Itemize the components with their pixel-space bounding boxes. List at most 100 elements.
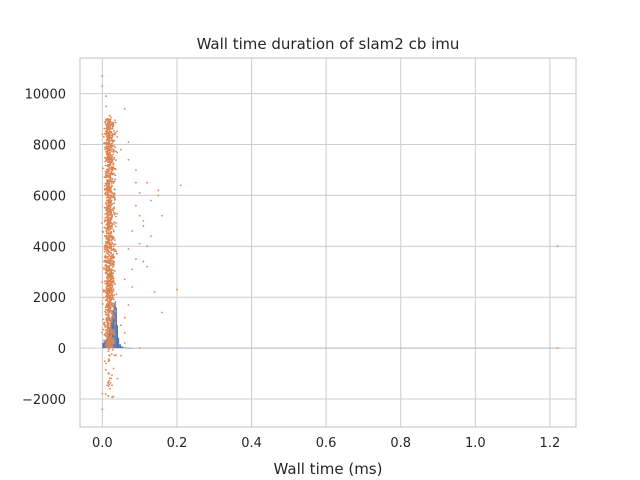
scatter-point xyxy=(114,243,117,246)
scatter-point xyxy=(104,174,107,176)
scatter-point xyxy=(110,139,113,142)
scatter-point xyxy=(111,214,114,217)
scatter-point xyxy=(107,314,110,317)
scatter-point xyxy=(176,288,178,291)
scatter-point xyxy=(105,188,108,191)
scatter-point xyxy=(107,385,110,388)
scatter-point xyxy=(105,184,108,186)
scatter-point xyxy=(110,216,113,218)
scatter-point xyxy=(109,324,112,327)
scatter-point xyxy=(113,202,116,205)
scatter-point xyxy=(114,178,116,181)
scatter-point xyxy=(105,313,107,316)
scatter-point xyxy=(101,74,104,77)
scatter-point xyxy=(112,395,115,398)
scatter-point xyxy=(108,243,111,246)
scatter-point xyxy=(108,207,111,210)
scatter-point xyxy=(109,120,111,123)
histogram-bar xyxy=(121,346,124,349)
histogram-bar xyxy=(118,337,120,349)
scatter-point xyxy=(107,305,110,308)
scatter-point xyxy=(107,321,110,324)
scatter-point xyxy=(104,120,107,123)
scatter-point xyxy=(103,323,106,326)
scatter-point xyxy=(131,268,134,271)
x-tick-labels: 0.0 0.2 0.4 0.6 0.8 1.0 1.2 xyxy=(92,436,560,451)
y-tick-label: 4000 xyxy=(33,240,66,255)
scatter-point xyxy=(103,127,106,130)
scatter-point xyxy=(104,326,107,328)
scatter-point xyxy=(142,219,145,222)
scatter-point xyxy=(107,341,110,344)
scatter-point xyxy=(104,170,107,173)
scatter-point xyxy=(106,287,109,290)
scatter-point xyxy=(103,187,106,190)
scatter-point xyxy=(113,206,116,209)
scatter-point xyxy=(107,294,110,296)
scatter-point xyxy=(101,393,104,395)
scatter-point xyxy=(107,164,110,167)
scatter-point xyxy=(102,318,105,321)
scatter-point xyxy=(113,221,115,223)
scatter-point xyxy=(107,201,110,204)
scatter-point xyxy=(108,255,110,258)
scatter-point xyxy=(113,237,116,240)
scatter-point xyxy=(109,153,112,156)
scatter-point xyxy=(108,128,111,131)
scatter-point xyxy=(110,248,113,250)
scatter-point xyxy=(103,246,106,249)
scatter-point xyxy=(138,242,141,245)
scatter-point xyxy=(106,149,108,152)
scatter-point xyxy=(103,339,105,342)
scatter-point xyxy=(104,291,107,294)
x-tick-label: 0.8 xyxy=(390,436,411,451)
scatter-point xyxy=(105,123,107,126)
scatter-point xyxy=(120,354,122,357)
scatter-point xyxy=(104,213,107,215)
scatter-point xyxy=(107,333,110,336)
scatter-point xyxy=(101,281,104,284)
scatter-point xyxy=(108,122,111,125)
scatter-point xyxy=(107,382,110,385)
scatter-point xyxy=(103,289,106,292)
scatter-point xyxy=(110,213,113,215)
scatter-point xyxy=(127,303,130,306)
scatter-point xyxy=(111,192,114,195)
scatter-point xyxy=(108,179,111,182)
scatter-point xyxy=(105,251,108,254)
scatter-point xyxy=(103,176,106,178)
scatter-point xyxy=(110,166,113,169)
scatter-point xyxy=(104,264,107,267)
scatter-point xyxy=(112,235,115,238)
scatter-point xyxy=(106,280,109,283)
x-tick-label: 1.2 xyxy=(540,436,561,451)
scatter-point xyxy=(106,336,109,339)
scatter-point xyxy=(111,309,114,312)
scatter-point xyxy=(127,158,130,161)
scatter-point xyxy=(109,136,111,139)
scatter-point xyxy=(110,288,113,291)
scatter-point xyxy=(105,318,108,321)
scatter-point xyxy=(110,257,113,260)
scatter-point xyxy=(106,221,109,224)
scatter-point xyxy=(107,170,110,173)
scatter-point xyxy=(107,220,110,222)
scatter-point xyxy=(108,139,110,142)
scatter-point xyxy=(111,173,114,176)
scatter-point xyxy=(111,266,114,269)
scatter-point xyxy=(114,303,117,306)
scatter-point xyxy=(103,259,106,262)
scatter-point xyxy=(111,225,114,228)
scatter-point xyxy=(105,132,108,135)
scatter-point xyxy=(111,374,113,377)
scatter-point xyxy=(113,294,116,296)
scatter-point xyxy=(113,192,116,195)
scatter-point xyxy=(112,316,115,319)
scatter-point xyxy=(110,201,112,204)
scatter-point xyxy=(104,141,106,144)
scatter-point xyxy=(109,260,112,263)
scatter-point xyxy=(105,105,108,108)
scatter-point xyxy=(179,184,182,187)
scatter-point xyxy=(149,235,152,238)
scatter-point xyxy=(114,131,117,134)
